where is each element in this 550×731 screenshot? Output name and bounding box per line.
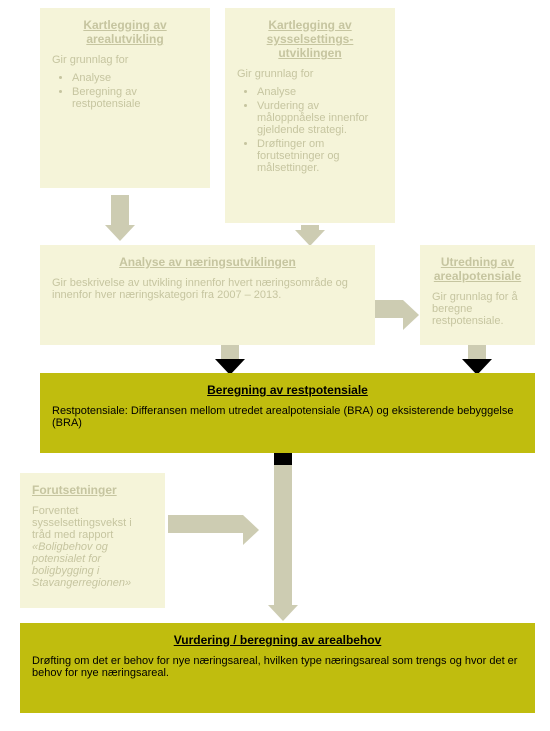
arrow-box2-to-box3 xyxy=(295,225,325,246)
box6-body: Forventet sysselsettingsvekst i tråd med… xyxy=(32,505,153,589)
arrow-shaft xyxy=(468,345,486,359)
arrow-box1-to-box3 xyxy=(105,195,135,241)
arrow-box5-to-box7 xyxy=(268,453,298,621)
arrow-head xyxy=(268,605,298,621)
arrow-shaft xyxy=(111,195,129,225)
box6-title: Forutsetninger xyxy=(32,483,153,497)
arrow-head xyxy=(243,515,259,545)
box5-body: Restpotensiale: Differansen mellom utred… xyxy=(52,405,523,429)
box2-li1: Analyse xyxy=(257,86,383,98)
box3-body: Gir beskrivelse av utvikling innenfor hv… xyxy=(52,277,363,301)
arrow-box6-to-main xyxy=(168,515,259,545)
box-utredning: Utredning av arealpotensiale Gir grunnla… xyxy=(420,245,535,345)
box-beregning: Beregning av restpotensiale Restpotensia… xyxy=(40,373,535,453)
box5-title: Beregning av restpotensiale xyxy=(52,383,523,397)
box6-body-pre: Forventet sysselsettingsvekst i tråd med… xyxy=(32,505,132,541)
box-vurdering: Vurdering / beregning av arealbehov Drøf… xyxy=(20,623,535,713)
box2-sub: Gir grunnlag for xyxy=(237,68,383,80)
arrow-shaft xyxy=(375,300,403,318)
box1-title: Kartlegging av arealutvikling xyxy=(52,18,198,46)
box-kartlegging-areal: Kartlegging av arealutvikling Gir grunnl… xyxy=(40,8,210,188)
arrow-shaft-light xyxy=(274,465,292,605)
arrow-shaft xyxy=(221,345,239,359)
box2-li2: Vurdering av måloppnåelse innenfor gjeld… xyxy=(257,100,383,136)
box1-sub: Gir grunnlag for xyxy=(52,54,198,66)
arrow-box3-to-box5 xyxy=(215,345,245,375)
box-forutsetninger: Forutsetninger Forventet sysselsettingsv… xyxy=(20,473,165,608)
box2-list: Analyse Vurdering av måloppnåelse innenf… xyxy=(237,86,383,174)
box-kartlegging-syssel: Kartlegging av sysselsettings-utviklinge… xyxy=(225,8,395,223)
box2-title: Kartlegging av sysselsettings-utviklinge… xyxy=(237,18,383,60)
box-analyse: Analyse av næringsutviklingen Gir beskri… xyxy=(40,245,375,345)
box4-body: Gir grunnlag for å beregne restpotensial… xyxy=(432,291,523,327)
box1-li2: Beregning av restpotensiale xyxy=(72,86,198,110)
arrow-head xyxy=(105,225,135,241)
arrow-shaft xyxy=(168,515,243,533)
box2-li3: Drøftinger om forutsetninger og målsetti… xyxy=(257,138,383,174)
box4-title: Utredning av arealpotensiale xyxy=(432,255,523,283)
arrow-head xyxy=(295,230,325,246)
box7-body: Drøfting om det er behov for nye nærings… xyxy=(32,655,523,679)
box6-body-italic: «Boligbehov og potensialet for boligbygg… xyxy=(32,541,131,589)
arrow-box4-to-box5 xyxy=(462,345,492,375)
box7-title: Vurdering / beregning av arealbehov xyxy=(32,633,523,647)
box3-title: Analyse av næringsutviklingen xyxy=(52,255,363,269)
box1-list: Analyse Beregning av restpotensiale xyxy=(52,72,198,110)
box1-li1: Analyse xyxy=(72,72,198,84)
arrow-head xyxy=(403,300,419,330)
arrow-box3-to-box4 xyxy=(375,300,419,330)
arrow-shaft-black xyxy=(274,453,292,465)
